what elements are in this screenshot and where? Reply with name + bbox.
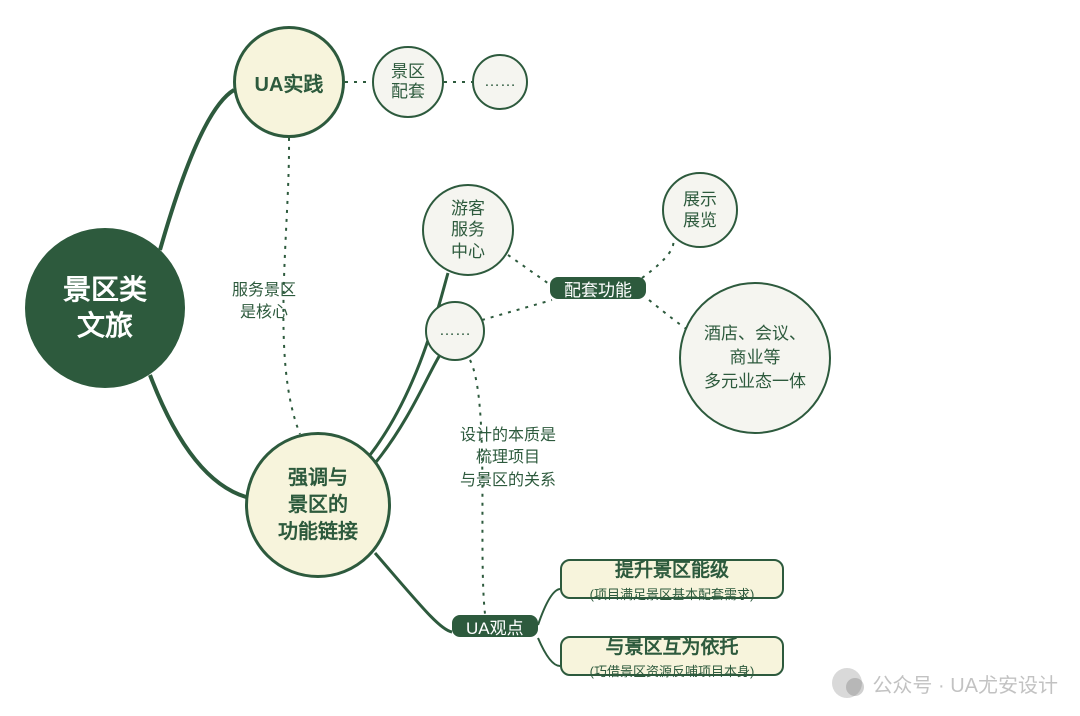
node-ellipsis-mid: ……	[425, 301, 485, 361]
node-ellipsis-top: ……	[472, 54, 528, 110]
edge-support-exhibit	[642, 238, 673, 278]
edge-support-hotel	[649, 300, 688, 330]
box-upgrade-sub: (项目满足景区基本配套需求)	[590, 584, 755, 603]
edge-root-link	[150, 375, 246, 497]
node-exhibit: 展示 展览	[662, 172, 738, 248]
edge-ellipsis-support	[482, 300, 552, 320]
edge-link-visitor	[370, 273, 448, 455]
annotation-service-core: 服务景区 是核心	[232, 280, 296, 325]
node-hotel-mix: 酒店、会议、 商业等 多元业态一体	[679, 282, 831, 434]
wechat-icon	[832, 668, 862, 698]
edge-uaview-box1	[538, 589, 560, 625]
pill-ua-view: UA观点	[452, 615, 538, 637]
annotation-design-essence: 设计的本质是 梳理项目 与景区的关系	[460, 425, 556, 492]
edge-link-uaview	[375, 553, 452, 632]
edge-root-practice	[160, 90, 234, 250]
box-upgrade-level: 提升景区能级 (项目满足景区基本配套需求)	[560, 559, 784, 599]
root-node: 景区类 文旅	[25, 228, 185, 388]
edge-uaview-box2	[538, 638, 560, 666]
watermark: 公众号 · UA尤安设计	[832, 668, 1058, 698]
edge-link-ellipsis	[376, 355, 440, 462]
box-upgrade-title: 提升景区能级	[615, 555, 729, 582]
pill-support-function: 配套功能	[550, 277, 646, 299]
watermark-text: 公众号 · UA尤安设计	[872, 669, 1058, 698]
box-mutual-title: 与景区互为依托	[605, 632, 738, 659]
box-mutual-sub: (巧借景区资源反哺项目本身)	[590, 661, 755, 680]
edge-visitor-support	[508, 255, 552, 286]
node-visitor-center: 游客 服务 中心	[422, 184, 514, 276]
node-scenic-support: 景区 配套	[372, 46, 444, 118]
node-function-link: 强调与 景区的 功能链接	[245, 432, 391, 578]
node-ua-practice: UA实践	[233, 26, 345, 138]
box-mutual-support: 与景区互为依托 (巧借景区资源反哺项目本身)	[560, 636, 784, 676]
